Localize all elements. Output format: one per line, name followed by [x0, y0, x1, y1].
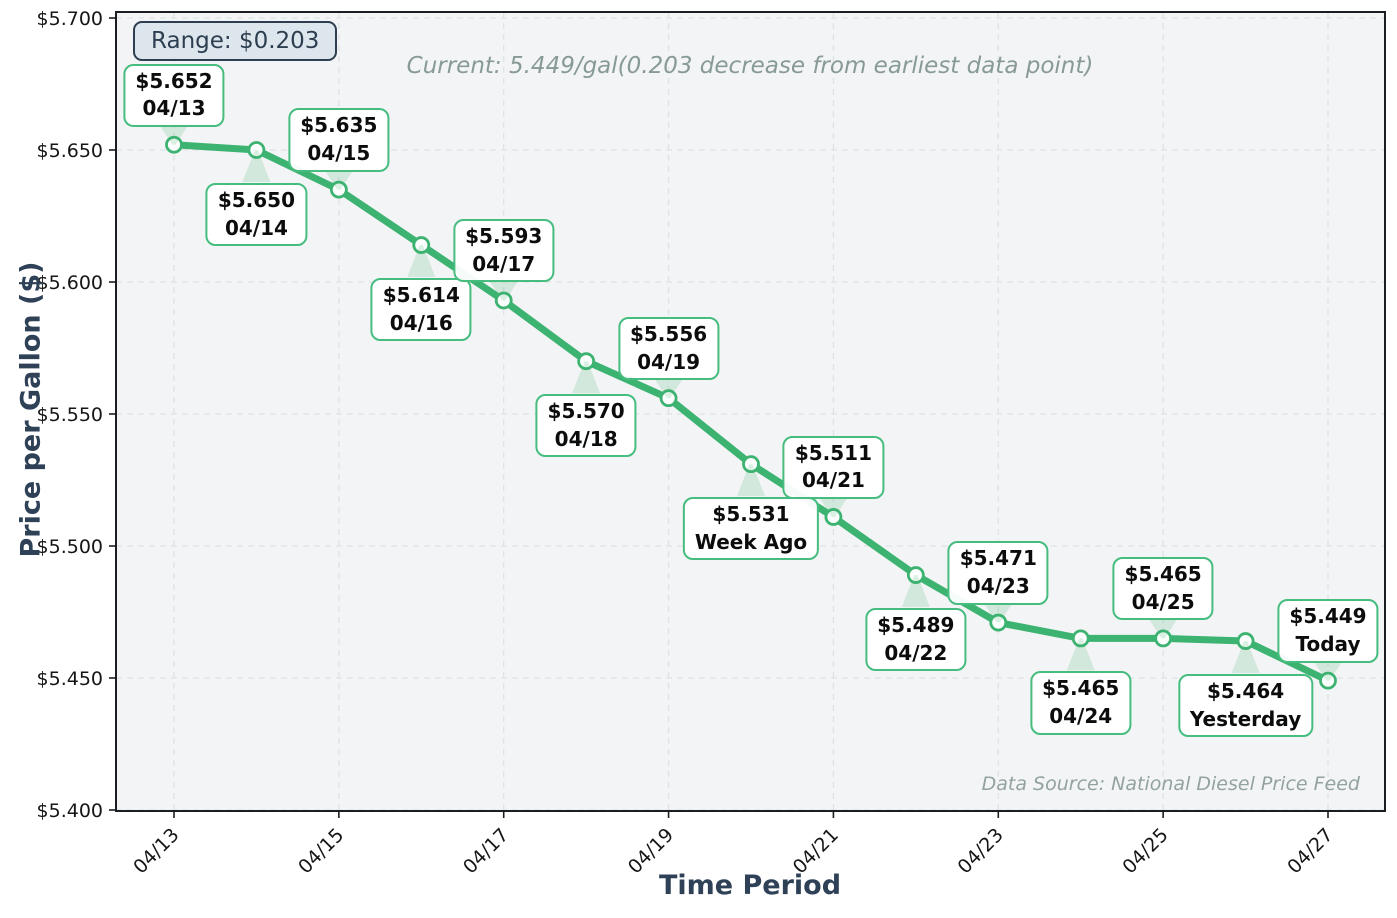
point-label-price: $5.471 [959, 546, 1037, 571]
data-point-marker [1071, 629, 1090, 648]
point-label: $5.556 04/19 [617, 316, 720, 381]
point-label-caption: 04/22 [884, 640, 948, 665]
point-label-caption: Today [1295, 632, 1361, 657]
y-tick-label: $5.500 [37, 536, 103, 558]
y-tick-label: $5.700 [37, 8, 103, 30]
point-label: $5.449 Today [1277, 599, 1379, 663]
point-label-price: $5.465 [1124, 562, 1202, 587]
data-point-marker [247, 141, 266, 159]
data-point-marker [165, 135, 183, 154]
label-connector [1149, 619, 1178, 639]
point-label-price: $5.614 [382, 283, 460, 308]
data-point-marker [989, 613, 1008, 632]
point-label: $5.511 04/21 [782, 435, 885, 499]
x-tick-label: 04/13 [129, 824, 183, 878]
x-tick-label: 04/25 [1118, 824, 1172, 878]
plot-border [115, 11, 1386, 812]
point-label-caption: 04/25 [1131, 589, 1195, 614]
point-label: $5.471 04/23 [947, 541, 1049, 605]
data-point-marker [494, 291, 513, 310]
point-label-price: $5.511 [794, 440, 873, 465]
point-label-price: $5.531 [712, 502, 790, 527]
y-axis-title: Price per Gallon ($) [15, 261, 47, 558]
x-tick-label: 04/27 [1283, 824, 1337, 878]
point-label-caption: Week Ago [694, 529, 808, 554]
point-label: $5.593 04/17 [453, 219, 555, 283]
data-point-marker [824, 508, 843, 526]
point-label-caption: 04/16 [389, 310, 453, 335]
x-tick-label: 04/17 [459, 824, 513, 878]
point-label-caption: 04/24 [1049, 703, 1113, 728]
label-connector [737, 464, 765, 497]
point-label: $5.652 04/13 [123, 63, 225, 127]
label-connector [1314, 661, 1342, 681]
label-connector [1066, 638, 1095, 671]
range-badge: Range: $0.203 [133, 21, 338, 61]
y-tick-label: $5.550 [37, 404, 103, 426]
point-label: $5.650 04/14 [205, 183, 308, 247]
label-connector [489, 281, 518, 301]
x-tick-label: 04/23 [954, 824, 1008, 878]
point-label-price: $5.650 [217, 188, 296, 212]
x-axis-title: Time Period [658, 870, 842, 901]
point-label-price: $5.635 [300, 113, 378, 138]
data-point-marker [1319, 671, 1337, 690]
point-label-caption: 04/17 [472, 251, 536, 276]
label-connector [407, 245, 436, 278]
label-connector [1231, 641, 1260, 674]
point-label: $5.614 04/16 [370, 278, 472, 342]
data-point-marker [1154, 629, 1173, 648]
point-label-price: $5.465 [1042, 676, 1120, 701]
point-label: $5.489 04/22 [865, 608, 967, 672]
label-connector [819, 497, 848, 517]
point-label-caption: 04/13 [142, 96, 206, 121]
label-connector [654, 379, 683, 399]
data-source-note: Data Source: National Diesel Price Feed [981, 773, 1360, 795]
point-label-caption: Yesterday [1189, 706, 1302, 731]
label-connector [160, 125, 188, 145]
point-label-price: $5.464 [1206, 679, 1285, 704]
point-label: $5.464 Yesterday [1177, 674, 1314, 738]
y-tick-label: $5.450 [37, 668, 103, 690]
point-label-price: $5.449 [1289, 604, 1367, 629]
point-label-caption: 04/23 [966, 573, 1030, 598]
y-tick-label: $5.650 [37, 140, 103, 162]
point-label-price: $5.652 [135, 68, 213, 93]
data-point-marker [659, 389, 678, 408]
point-label-caption: 04/21 [801, 468, 865, 493]
data-point-marker [577, 352, 596, 371]
label-connector [242, 150, 271, 182]
point-label: $5.465 04/25 [1112, 557, 1214, 621]
point-label-price: $5.593 [465, 224, 543, 249]
label-connector [984, 603, 1013, 623]
data-point-marker [412, 236, 431, 254]
label-connector [901, 575, 930, 608]
point-label: $5.570 04/18 [535, 394, 637, 458]
label-connector [572, 361, 601, 394]
y-tick-label: $5.600 [37, 272, 103, 294]
data-point-marker [1236, 632, 1255, 650]
point-label: $5.465 04/24 [1030, 671, 1132, 735]
chart-subtitle: Current: 5.449/gal(0.203 decrease from e… [406, 53, 1094, 79]
x-tick-label: 04/15 [294, 824, 348, 878]
point-label: $5.531 Week Ago [682, 497, 820, 561]
y-tick-label: $5.400 [37, 800, 103, 822]
label-connector [324, 170, 353, 190]
point-label-caption: 04/19 [637, 349, 701, 374]
point-label-price: $5.570 [547, 399, 625, 424]
point-label-price: $5.556 [629, 321, 708, 346]
data-point-marker [742, 455, 760, 474]
point-label-price: $5.489 [877, 613, 955, 638]
point-label-caption: 04/14 [224, 215, 288, 240]
point-label-caption: 04/15 [307, 141, 371, 166]
point-label: $5.635 04/15 [288, 108, 390, 172]
data-point-marker [906, 566, 925, 584]
point-label-caption: 04/18 [554, 426, 618, 451]
data-point-marker [329, 180, 348, 199]
